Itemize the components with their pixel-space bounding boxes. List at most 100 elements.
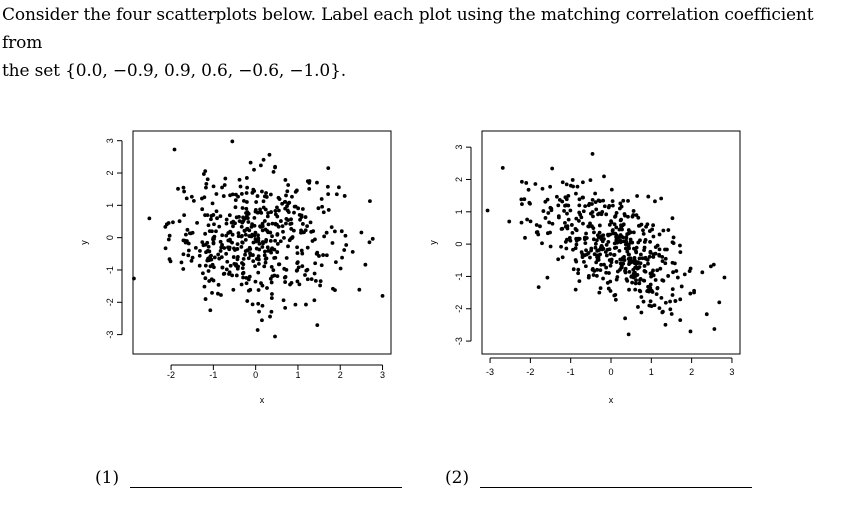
- scatter-point: [623, 316, 628, 321]
- scatter-point: [660, 278, 665, 283]
- scatter-point: [582, 259, 586, 264]
- scatter-point: [185, 227, 190, 232]
- scatter-point: [651, 252, 656, 257]
- scatter-point: [591, 214, 595, 219]
- scatter-point: [333, 288, 337, 293]
- scatter-point: [634, 213, 639, 218]
- scatter-point: [321, 210, 326, 215]
- scatter-point: [259, 210, 264, 215]
- scatter-point: [628, 237, 633, 242]
- scatter-point: [617, 248, 622, 253]
- scatter-point: [252, 233, 257, 238]
- scatter-point: [266, 222, 271, 227]
- scatter-point: [235, 247, 240, 251]
- scatter-point: [597, 223, 602, 228]
- scatter-point: [590, 224, 594, 229]
- scatter-point: [201, 243, 206, 248]
- scatter-point: [276, 208, 281, 213]
- scatter-point: [587, 201, 592, 206]
- scatter-point: [357, 287, 362, 292]
- scatter-point: [244, 176, 249, 180]
- scatter-point: [653, 199, 657, 204]
- scatter-point: [181, 267, 186, 271]
- answer-blank-1[interactable]: [130, 487, 402, 488]
- scatter-point: [648, 250, 653, 255]
- scatter-point: [214, 192, 219, 196]
- scatter-point: [678, 250, 683, 255]
- scatter-point: [337, 185, 341, 190]
- scatter-point: [663, 261, 668, 266]
- scatter-point: [573, 287, 578, 292]
- scatter-point: [279, 219, 283, 223]
- scatter-point: [203, 276, 208, 281]
- scatter-point: [195, 221, 199, 225]
- scatter-point: [626, 198, 630, 203]
- scatter-point: [538, 224, 542, 229]
- scatter-point: [200, 196, 204, 201]
- scatter-point: [577, 279, 582, 284]
- scatter-point: [245, 185, 250, 190]
- scatter-point: [309, 229, 314, 234]
- scatter-point: [589, 248, 594, 253]
- scatter-point: [266, 211, 270, 215]
- scatter-point: [604, 253, 609, 258]
- scatter-point: [179, 260, 184, 265]
- scatter-point: [631, 230, 636, 235]
- scatter-point: [653, 278, 658, 282]
- scatter-point: [172, 147, 177, 152]
- scatter-point: [540, 186, 545, 191]
- scatter-point: [305, 277, 310, 282]
- scatter-point: [261, 157, 266, 162]
- scatter-point: [198, 248, 202, 253]
- scatter-point: [247, 228, 252, 233]
- x-tick-label: -2: [526, 367, 534, 377]
- scatter-point: [604, 265, 609, 270]
- scatter-point: [257, 261, 261, 266]
- scatter-point: [610, 228, 615, 232]
- scatter-point: [636, 305, 640, 309]
- scatter-point: [183, 232, 188, 237]
- scatter-point: [633, 281, 638, 286]
- scatter-point: [283, 206, 288, 211]
- scatter-point: [574, 242, 579, 247]
- answer-label-1: (1): [95, 468, 120, 488]
- scatter-point: [289, 221, 294, 226]
- scatter-point: [590, 152, 595, 156]
- scatter-point: [586, 273, 591, 278]
- scatter-point: [218, 214, 223, 219]
- scatter-point: [295, 279, 300, 284]
- scatter-point: [599, 244, 604, 249]
- scatter-point: [536, 285, 541, 290]
- scatter-point: [602, 262, 606, 267]
- scatter-point: [132, 276, 136, 281]
- scatter-point: [235, 257, 240, 262]
- scatter-point: [661, 228, 666, 233]
- scatter-point: [245, 248, 250, 253]
- scatter-point: [227, 213, 232, 218]
- scatter-point: [302, 230, 306, 235]
- scatter-point: [599, 212, 604, 217]
- scatter-point: [711, 262, 716, 267]
- scatter-point: [606, 240, 611, 244]
- scatter-point: [244, 200, 249, 204]
- scatter-point: [674, 269, 679, 273]
- scatter-point: [326, 166, 331, 171]
- scatter-point: [186, 248, 191, 253]
- scatter-point: [296, 206, 301, 211]
- scatter-point: [241, 262, 246, 267]
- scatter-point: [273, 334, 277, 339]
- scatter-point: [599, 234, 604, 238]
- scatter-point: [253, 264, 257, 269]
- answer-blank-2[interactable]: [480, 487, 752, 488]
- scatter-point: [260, 303, 265, 308]
- x-tick-label: 2: [338, 370, 343, 380]
- scatter-point: [546, 211, 551, 215]
- scatter-point: [216, 282, 221, 287]
- scatter-point: [634, 249, 638, 254]
- scatter-point: [239, 245, 244, 249]
- scatter-point: [576, 267, 581, 272]
- scatter-point: [613, 214, 618, 218]
- scatter-point: [163, 246, 168, 251]
- scatter-point: [263, 249, 267, 254]
- scatter-point: [639, 310, 644, 315]
